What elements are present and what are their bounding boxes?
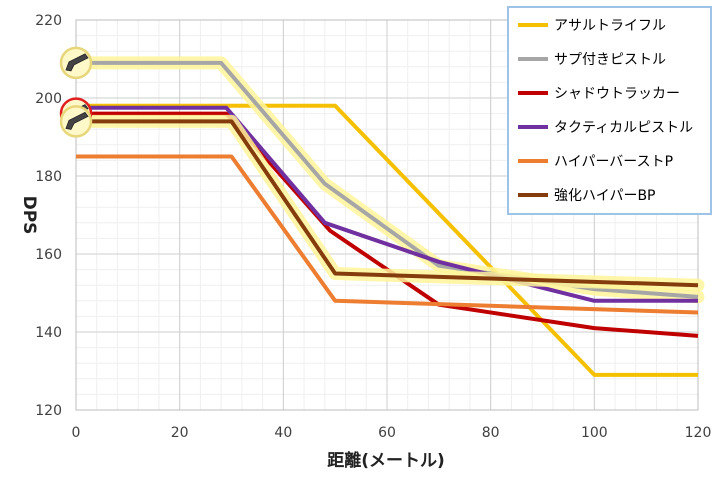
y-axis-ticks: 120 140 160 180 200 220 (35, 13, 62, 419)
series-line-1 (76, 60, 699, 299)
pistol-icon (59, 105, 93, 138)
marker-layer (59, 46, 93, 138)
x-tick-label: 100 (581, 425, 608, 441)
series-line-4 (76, 154, 699, 315)
y-tick-label: 140 (35, 325, 62, 341)
x-tick-label: 40 (274, 425, 292, 441)
y-axis-title: DPS (19, 196, 39, 235)
x-tick-label: 20 (171, 425, 189, 441)
y-tick-label: 200 (35, 91, 62, 107)
x-tick-label: 80 (482, 425, 500, 441)
series-layer (69, 56, 705, 377)
y-tick-label: 220 (35, 13, 62, 29)
series-line-2 (76, 111, 699, 338)
plot-area (59, 19, 705, 411)
legend-label-5: 強化ハイパーBP (554, 188, 656, 204)
x-tick-label: 0 (72, 425, 81, 441)
y-tick-label: 120 (35, 403, 62, 419)
legend-box (507, 6, 712, 215)
series-line-5 (76, 119, 699, 288)
x-axis-ticks: 0 20 40 60 80 100 120 (72, 425, 712, 441)
legend-label-1: サプ付きピストル (554, 52, 666, 68)
x-axis-title: 距離(メートル) (327, 450, 445, 471)
series-line-3 (76, 105, 698, 303)
legend-label-2: シャドウトラッカー (554, 86, 680, 102)
x-tick-label: 60 (378, 425, 396, 441)
legend-label-3: タクティカルピストル (554, 120, 693, 136)
legend-label-0: アサルトライフル (554, 18, 666, 34)
pistol-icon (59, 46, 93, 80)
legend: アサルトライフルサプ付きピストルシャドウトラッカータクティカルピストルハイパーバ… (507, 6, 712, 215)
x-tick-label: 120 (685, 425, 712, 441)
y-tick-label: 180 (35, 169, 62, 185)
major-grid (75, 19, 699, 411)
y-tick-label: 160 (35, 247, 62, 263)
legend-label-4: ハイパーバーストP (554, 154, 673, 170)
